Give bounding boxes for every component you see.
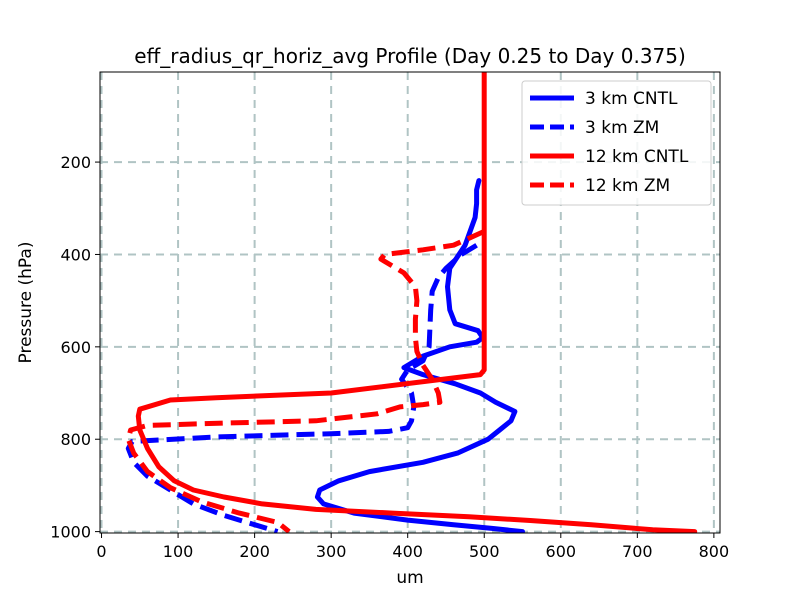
y-tick-label: 800 — [60, 430, 91, 449]
x-tick-label: 800 — [699, 542, 730, 561]
x-tick-label: 100 — [163, 542, 194, 561]
x-tick-label: 300 — [316, 542, 347, 561]
y-tick-label: 400 — [60, 245, 91, 264]
chart-title: eff_radius_qr_horiz_avg Profile (Day 0.2… — [134, 44, 686, 68]
plot-frame — [99, 71, 721, 534]
y-tick-label: 600 — [60, 338, 91, 357]
legend-entry: 3 km CNTL — [585, 89, 678, 109]
y-tick-label: 200 — [60, 153, 91, 172]
x-tick-label: 200 — [239, 542, 270, 561]
x-tick-label: 0 — [96, 542, 106, 561]
x-axis: 0 100 200 300 400 500 600 700 800 — [96, 533, 729, 561]
series-layer — [125, 72, 698, 533]
legend: 3 km CNTL 3 km ZM 12 km CNTL 12 km ZM — [521, 80, 712, 206]
legend-entry: 3 km ZM — [585, 118, 659, 138]
y-tick-label: 1000 — [50, 523, 91, 542]
x-tick-label: 500 — [469, 542, 500, 561]
x-tick-label: 700 — [622, 542, 653, 561]
y-axis: 200 400 600 800 1000 — [50, 153, 100, 542]
x-tick-label: 600 — [546, 542, 577, 561]
legend-box — [521, 80, 712, 206]
y-axis-label: Pressure (hPa) — [16, 242, 36, 364]
x-axis-label: um — [396, 568, 423, 588]
legend-entry: 12 km CNTL — [585, 147, 689, 167]
series-line-2 — [125, 243, 478, 533]
series-line-4 — [125, 229, 486, 533]
legend-entry: 12 km ZM — [585, 176, 670, 196]
series-line-1 — [314, 178, 525, 533]
x-tick-label: 400 — [392, 542, 423, 561]
series-line-3 — [135, 72, 698, 533]
